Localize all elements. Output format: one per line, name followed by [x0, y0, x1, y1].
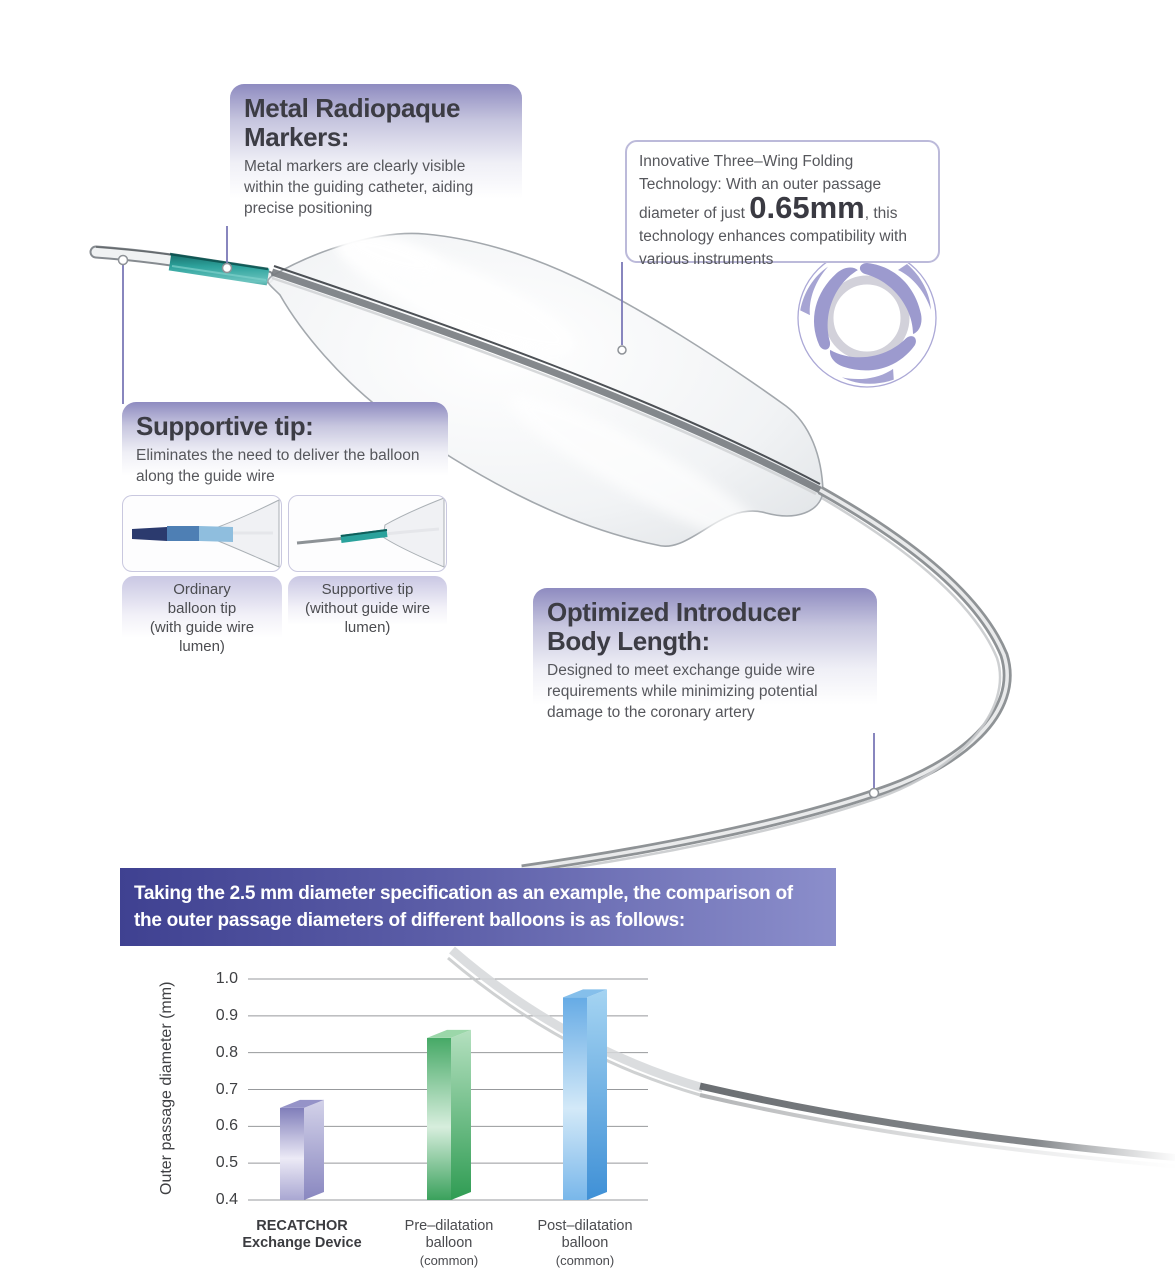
callout-leader-dots — [117, 254, 880, 799]
callout-text-before: Innovative Three–Wing Folding Technology… — [639, 153, 882, 222]
bar-2 — [587, 989, 607, 1200]
y-axis-title: Outer passage diameter (mm) — [158, 981, 175, 1195]
callout-optimized-introducer: Optimized Introducer Body Length: Design… — [533, 588, 877, 734]
callout-text-after: , this technology enhances compatibility… — [639, 205, 907, 268]
guide-wire-bottom — [699, 1082, 1175, 1169]
x-axis-label: Pre–dilatation balloon (common) — [404, 1218, 494, 1268]
y-tick-label: 0.9 — [215, 1006, 238, 1024]
bar-0 — [304, 1099, 324, 1200]
supportive-tip-caption: Supportive tip (without guide wire lumen) — [288, 576, 447, 646]
y-tick-label: 0.8 — [215, 1043, 238, 1061]
callout-body: Innovative Three–Wing Folding Technology… — [639, 150, 926, 271]
chart-bars — [280, 989, 607, 1200]
callout-metal-radiopaque-markers: Metal Radiopaque Markers: Metal markers … — [230, 84, 522, 227]
callout-three-wing-technology: Innovative Three–Wing Folding Technology… — [625, 140, 940, 268]
balloon-body — [267, 232, 824, 548]
bar-0 — [280, 1099, 324, 1108]
y-tick-label: 0.4 — [215, 1191, 238, 1208]
supportive-tip-drawing — [296, 497, 445, 568]
banner-line-2: the outer passage diameters of different… — [134, 910, 685, 931]
callout-body: Metal markers are clearly visible within… — [244, 158, 474, 217]
callout-leader-lines — [122, 226, 875, 788]
radiopaque-marker-band — [168, 252, 270, 286]
x-axis-label: RECATCHOR Exchange Device — [242, 1218, 362, 1251]
ordinary-tip-image — [122, 495, 282, 572]
banner-line-1: Taking the 2.5 mm diameter specification… — [134, 883, 793, 904]
callout-title: Supportive tip: — [136, 411, 314, 441]
callout-supportive-tip: Supportive tip: Eliminates the need to d… — [122, 402, 448, 494]
catheter-shaft — [521, 486, 1012, 876]
x-axis-label: Post–dilatation balloon (common) — [537, 1218, 633, 1268]
bar-1 — [427, 1029, 471, 1038]
bar-1 — [427, 1037, 451, 1200]
supportive-tip-image — [288, 495, 447, 572]
callout-body: Eliminates the need to deliver the ballo… — [136, 447, 420, 485]
diameter-highlight: 0.65mm — [749, 190, 865, 225]
bar-1 — [451, 1029, 471, 1200]
bar-0 — [280, 1107, 304, 1200]
ordinary-tip-caption: Ordinary balloon tip (with guide wire lumen… — [122, 576, 282, 664]
y-tick-label: 0.7 — [215, 1080, 238, 1098]
bar-2 — [563, 997, 587, 1200]
ordinary-tip-drawing — [132, 499, 280, 568]
y-tick-label: 0.5 — [215, 1154, 238, 1172]
bar-2 — [563, 989, 607, 998]
callout-body: Designed to meet exchange guide wire req… — [547, 662, 818, 721]
chart-intro-banner: Taking the 2.5 mm diameter specification… — [120, 868, 836, 946]
y-tick-label: 1.0 — [215, 970, 238, 987]
three-wing-folding-icon — [797, 248, 937, 388]
callout-title: Optimized Introducer Body Length: — [547, 597, 801, 656]
y-tick-label: 0.6 — [215, 1117, 238, 1135]
callout-title: Metal Radiopaque Markers: — [244, 93, 461, 152]
